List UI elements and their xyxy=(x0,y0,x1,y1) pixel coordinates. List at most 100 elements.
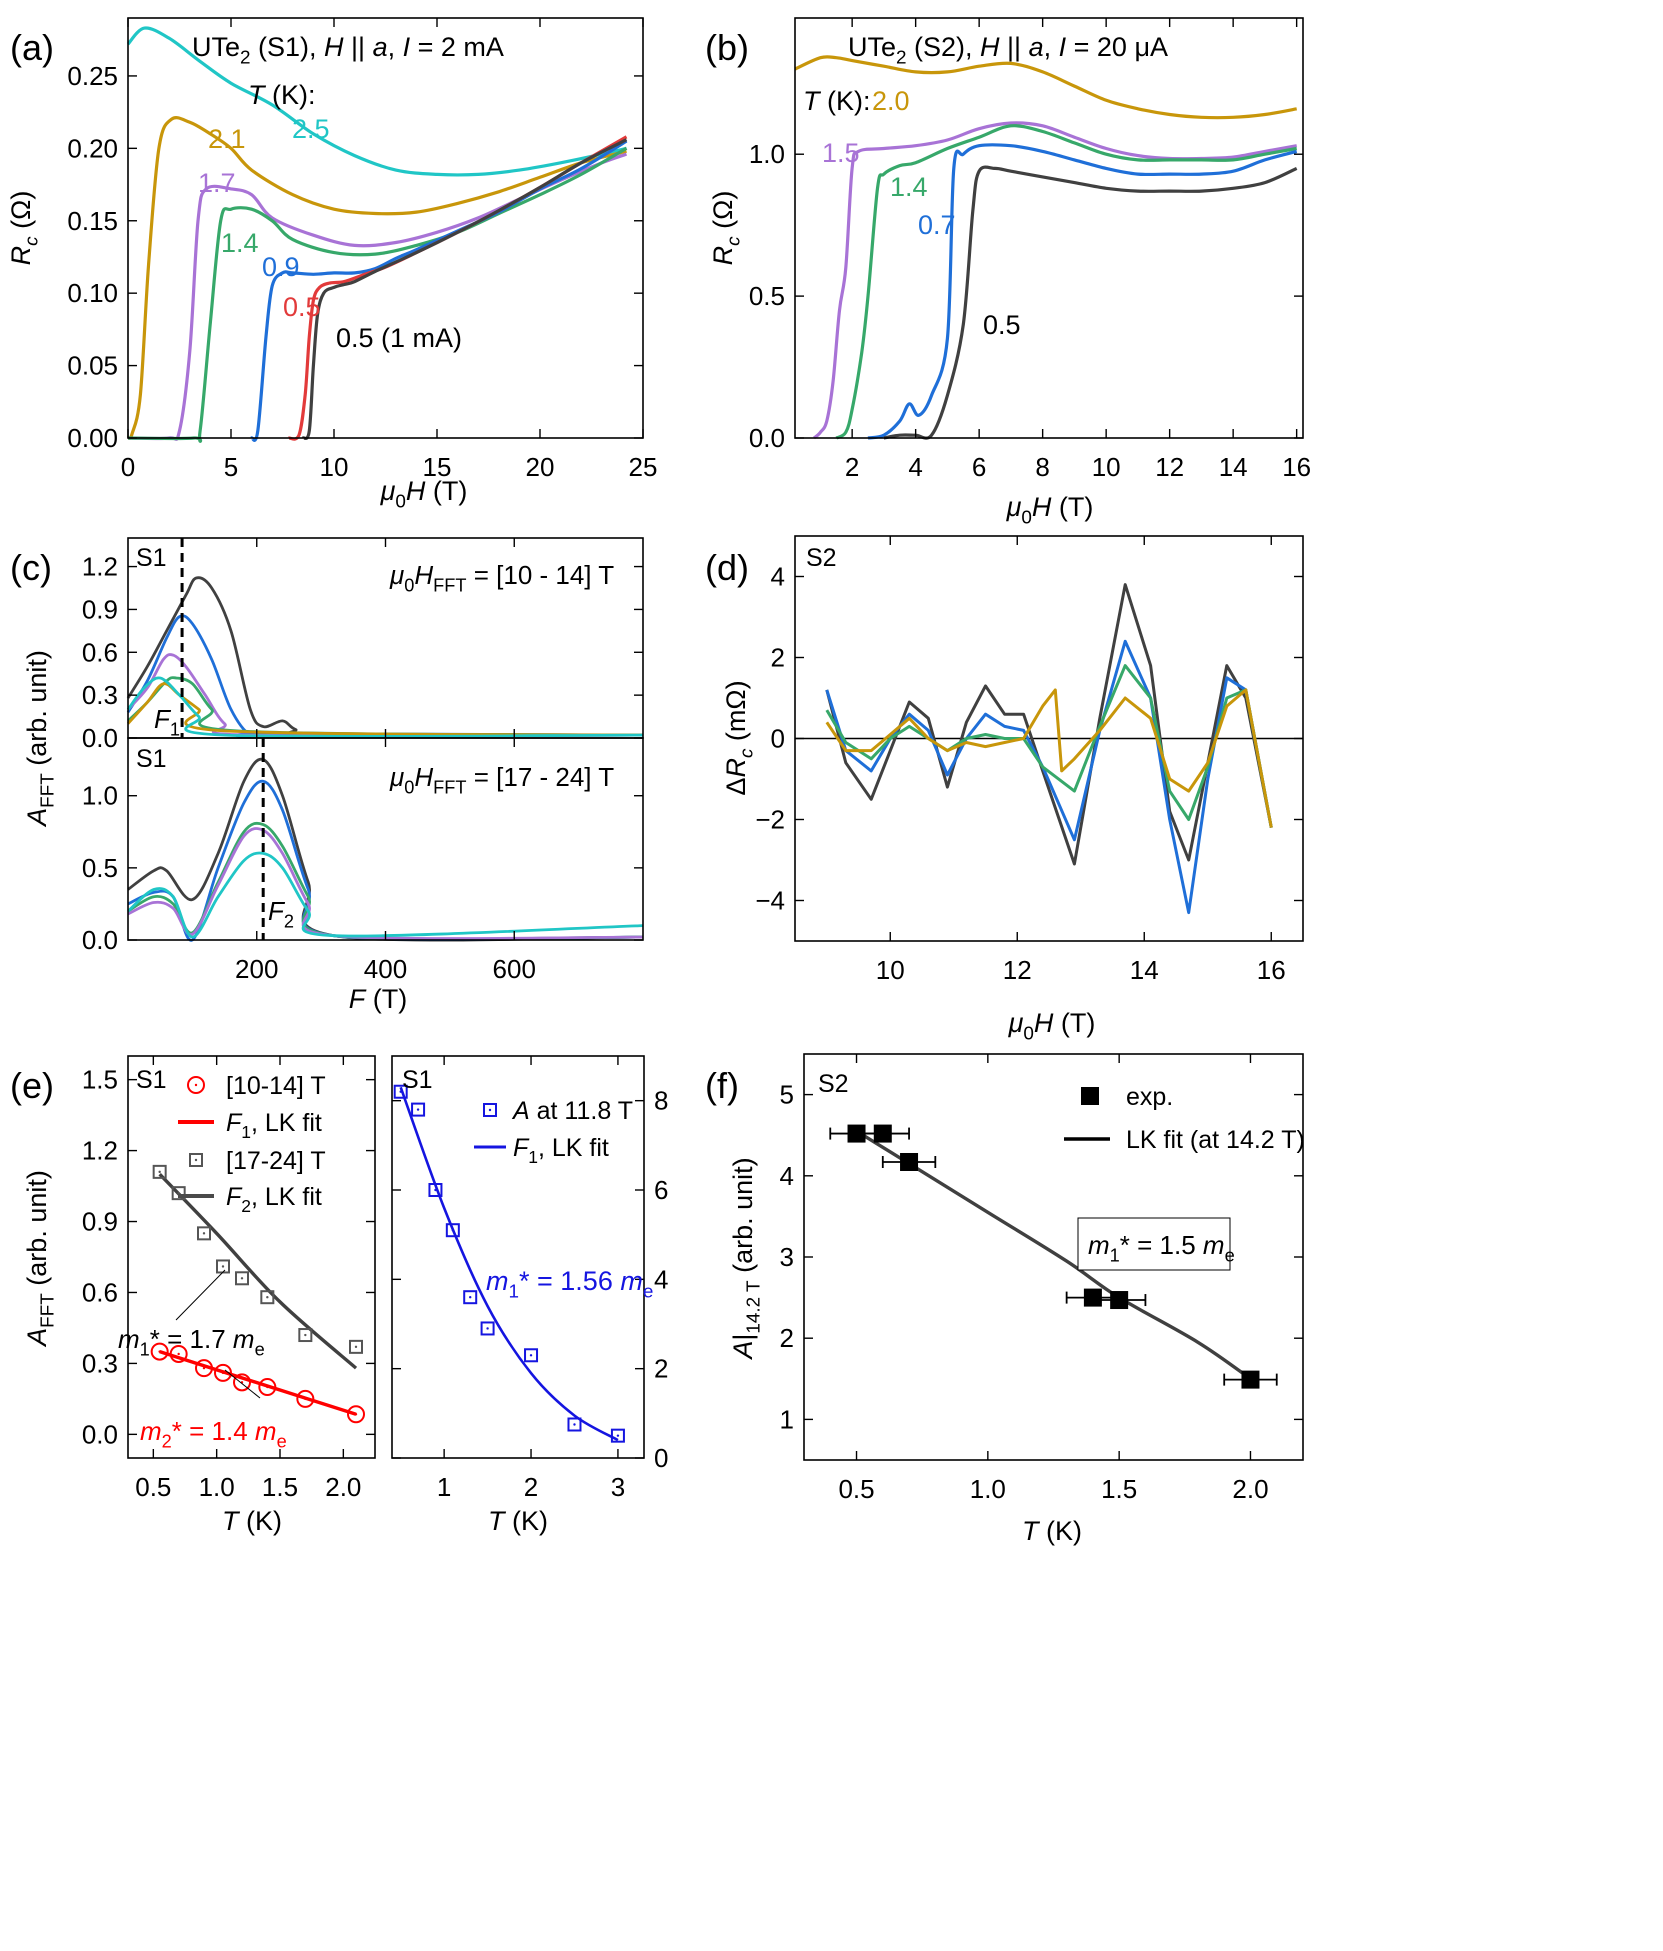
c-peak1-label-part: F xyxy=(154,704,172,734)
b-ytick-label: 0.5 xyxy=(749,281,785,311)
c-bottom-range: μ0HFFT = [17 - 24] T xyxy=(389,762,614,797)
e-annot-m2-part: e xyxy=(277,1431,287,1451)
d-ylabel: ΔRc (mΩ) xyxy=(721,680,758,795)
c-top-range: μ0HFFT = [10 - 14] T xyxy=(389,560,614,595)
a-frame xyxy=(127,17,644,439)
a-xtick-label: 25 xyxy=(629,452,658,482)
b-ytick-label: 1.0 xyxy=(749,139,785,169)
c-bottom-range-part: FFT xyxy=(433,777,466,797)
f-ytick-label: 4 xyxy=(780,1161,794,1191)
e-legend-4-part: 2 xyxy=(241,1196,251,1216)
c-ylabel-part: A xyxy=(22,808,52,828)
d-panel-letter: (d) xyxy=(705,547,749,588)
e-right-point-dot xyxy=(469,1296,472,1299)
a-ytick-label: 0.20 xyxy=(67,133,118,163)
e-right-legend-1-part: at 11.8 T xyxy=(530,1097,633,1125)
a-header-part: = 2 mA xyxy=(410,32,504,62)
b-series-2-0 xyxy=(794,55,1297,120)
a-header: UTe2 (S1), H || a, I = 2 mA xyxy=(192,32,504,69)
e-right-legend-square-dot xyxy=(488,1108,492,1112)
e-ylabel-part: A xyxy=(22,1328,52,1348)
a-label-0.5-1mA: 0.5 (1 mA) xyxy=(336,323,462,353)
f-point xyxy=(900,1152,919,1171)
a-xtick-label: 15 xyxy=(423,452,452,482)
e-left-point-F2 xyxy=(235,1271,249,1286)
b-header-part: , xyxy=(1044,32,1059,62)
b-xtick-label: 8 xyxy=(1035,452,1049,482)
c-top-tag: S1 xyxy=(136,544,167,572)
c-peak1-label-part: 1 xyxy=(170,719,180,739)
e-right-ytick-label: 8 xyxy=(654,1086,668,1116)
b-series-1-4 xyxy=(835,124,1297,440)
b-series-0-5 xyxy=(883,165,1298,440)
d-xtick-label: 12 xyxy=(1003,955,1032,985)
e-legend-4: F2, LK fit xyxy=(226,1183,322,1216)
d-ylabel-part: R xyxy=(721,758,751,778)
b-xtick-label: 6 xyxy=(972,452,986,482)
d-ylabel-part: Δ xyxy=(721,778,751,796)
a-label-1.4: 1.4 xyxy=(221,228,259,258)
a-temp-label-part: T xyxy=(248,80,267,110)
e-left-point-F2 xyxy=(171,1186,186,1201)
d-series-1-4 xyxy=(825,664,1273,828)
e-legend-2: F1, LK fit xyxy=(226,1109,322,1142)
e-left-point-F1-dot xyxy=(304,1397,307,1401)
b-frame xyxy=(794,17,1304,439)
f-ytick-label: 5 xyxy=(780,1080,794,1110)
e-right-annot-part: m xyxy=(620,1266,643,1296)
a-xlabel-part: H xyxy=(406,476,426,506)
c-bottom-xtick-label: 600 xyxy=(493,954,536,984)
b-header-part: H xyxy=(980,32,1000,62)
a-xlabel-part: μ xyxy=(380,476,396,506)
b-ylabel-part: c xyxy=(724,236,745,246)
b-xlabel-part: H xyxy=(1032,492,1052,522)
c-xlabel-part: (T) xyxy=(365,984,407,1014)
f-annot-part: e xyxy=(1225,1245,1235,1265)
e-right-xlabel: T (K) xyxy=(488,1506,548,1536)
e-right-legend-2-part: 1 xyxy=(528,1147,538,1167)
a-ylabel: Rc (Ω) xyxy=(6,191,43,266)
b-label-0.5: 0.5 xyxy=(983,310,1021,340)
e-right-annot-part: m xyxy=(486,1266,509,1296)
c-bottom-range-part: 0 xyxy=(404,777,414,797)
e-ylabel-part: FFT xyxy=(38,1293,59,1328)
b-label-0.7: 0.7 xyxy=(918,210,956,240)
d-xtick-label: 10 xyxy=(876,955,905,985)
d-ytick-label: 0 xyxy=(771,724,785,754)
e-left-xlabel: T (K) xyxy=(222,1506,282,1536)
e-right-point-dot xyxy=(434,1188,437,1192)
f-annot-part: * = 1.5 xyxy=(1120,1230,1203,1260)
c-peak2-label: F2 xyxy=(268,896,294,931)
b-temp-label: T (K): xyxy=(803,86,871,116)
e-legend-2-part: F xyxy=(226,1109,243,1137)
a-label-2.5: 2.5 xyxy=(292,114,330,144)
a-label-1.7: 1.7 xyxy=(198,168,236,198)
e-left-point-F2-dot xyxy=(266,1296,269,1299)
a-label-0.5: 0.5 xyxy=(283,292,321,322)
f-annot-part: m xyxy=(1088,1230,1110,1260)
a-header-part: a xyxy=(373,32,388,62)
e-left-xlabel-part: T xyxy=(222,1506,241,1536)
e-left-point-F2 xyxy=(260,1290,275,1305)
b-xtick-label: 10 xyxy=(1092,452,1121,482)
e-annot-m1-part: m xyxy=(233,1324,255,1354)
a-panel-letter: (a) xyxy=(10,27,54,68)
e-left-tag: S1 xyxy=(136,1066,167,1094)
e-right-ytick-label: 4 xyxy=(654,1264,668,1294)
e-right-point xyxy=(445,1223,460,1238)
e-legend-2-part: , LK fit xyxy=(251,1109,322,1137)
d-ytick-label: 2 xyxy=(771,643,785,673)
b-xtick-label: 14 xyxy=(1219,452,1248,482)
d-xtick-label: 16 xyxy=(1257,955,1286,985)
e-right-point-dot xyxy=(399,1090,402,1093)
c-top-ytick-label: 0.6 xyxy=(82,637,118,667)
e-left-point-F2 xyxy=(152,1164,167,1179)
c-bottom-range-part: μ xyxy=(389,762,404,792)
e-left-point-F2-dot xyxy=(240,1277,244,1280)
b-xlabel: μ0H (T) xyxy=(1006,492,1094,529)
d-tag: S2 xyxy=(806,544,837,572)
e-left-xtick-label: 1.0 xyxy=(199,1472,235,1502)
c-ylabel-part: (arb. unit) xyxy=(22,650,52,773)
a-series-2-5 xyxy=(126,26,627,177)
a-ytick-label: 0.00 xyxy=(67,423,118,453)
